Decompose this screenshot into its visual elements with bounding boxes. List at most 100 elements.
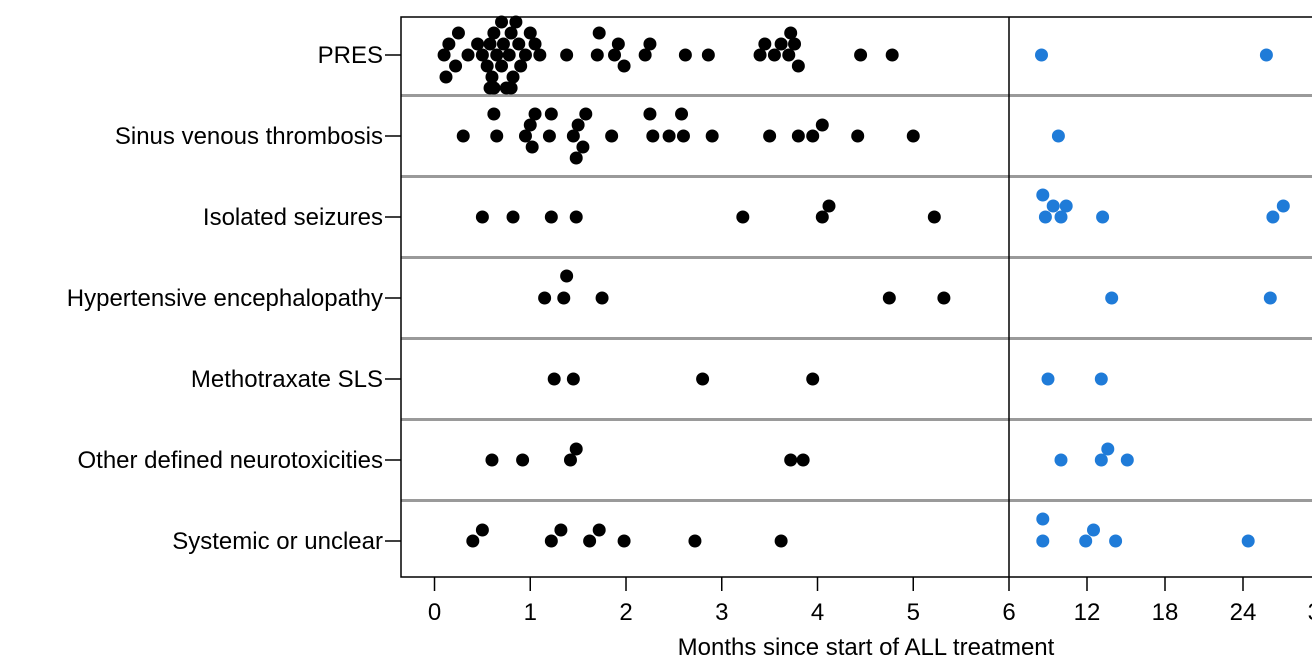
data-point — [1041, 372, 1055, 386]
data-point — [466, 534, 480, 548]
data-point — [643, 107, 657, 121]
data-point — [1263, 291, 1277, 305]
data-point — [504, 26, 518, 40]
data-point — [1094, 453, 1108, 467]
y-axis: PRES Sinus venous thrombosis Isolated seiz… — [67, 42, 401, 555]
data-point — [475, 523, 489, 537]
data-point — [736, 210, 750, 224]
data-point — [688, 534, 702, 548]
data-point — [571, 118, 585, 132]
data-point — [854, 48, 868, 62]
data-point — [646, 129, 660, 143]
data-point — [1109, 534, 1123, 548]
data-point — [1046, 199, 1060, 213]
data-point — [701, 48, 715, 62]
data-point — [1038, 210, 1052, 224]
data-point — [483, 37, 497, 51]
plot-frame — [400, 16, 1312, 578]
data-point — [509, 15, 523, 29]
x-axis-title: Months since start of ALL treatment — [678, 634, 1055, 657]
data-point — [487, 81, 501, 95]
data-point — [1059, 199, 1073, 213]
data-point — [851, 129, 865, 143]
data-point — [1079, 534, 1093, 548]
data-point — [528, 107, 542, 121]
data-point — [1241, 534, 1255, 548]
data-point — [583, 534, 597, 548]
data-point — [758, 37, 772, 51]
data-point — [542, 129, 556, 143]
data-point — [487, 107, 501, 121]
data-point — [516, 453, 530, 467]
data-point — [592, 523, 606, 537]
data-point — [1036, 512, 1050, 526]
data-point — [506, 70, 520, 84]
data-point — [538, 291, 552, 305]
data-point — [791, 59, 805, 73]
data-point — [451, 26, 465, 40]
data-point — [1054, 453, 1068, 467]
data-point — [815, 210, 829, 224]
data-point — [442, 37, 456, 51]
data-point — [1051, 129, 1065, 143]
data-point — [788, 37, 802, 51]
data-point — [490, 129, 504, 143]
data-point — [490, 48, 504, 62]
data-point — [518, 48, 532, 62]
y-tick-label: Other defined neurotoxicities — [77, 447, 383, 474]
data-point — [605, 129, 619, 143]
data-point — [506, 210, 520, 224]
data-point — [487, 26, 501, 40]
x-tick-label: 2 — [619, 599, 632, 626]
data-point — [560, 48, 574, 62]
data-point — [554, 523, 568, 537]
data-point — [662, 129, 676, 143]
data-point — [1101, 442, 1115, 456]
data-point — [678, 48, 692, 62]
data-point — [676, 129, 690, 143]
data-point — [560, 269, 574, 283]
data-point — [1094, 372, 1108, 386]
data-point — [592, 26, 606, 40]
data-point — [937, 291, 951, 305]
data-point — [544, 534, 558, 548]
data-point — [566, 372, 580, 386]
data-point — [885, 48, 899, 62]
data-point — [774, 37, 788, 51]
data-point — [523, 118, 537, 132]
data-point — [696, 372, 710, 386]
data-point — [518, 129, 532, 143]
x-tick-label: 12 — [1074, 599, 1101, 626]
data-point — [617, 59, 631, 73]
data-point — [514, 59, 528, 73]
x-axis: 012345612182430 — [428, 577, 1312, 626]
data-point — [456, 129, 470, 143]
x-tick-label: 5 — [907, 599, 920, 626]
data-point — [1266, 210, 1280, 224]
data-point — [806, 129, 820, 143]
data-point — [806, 372, 820, 386]
data-point — [791, 129, 805, 143]
data-point — [528, 37, 542, 51]
data-point — [782, 48, 796, 62]
data-point — [927, 210, 941, 224]
data-point — [495, 15, 509, 29]
data-point — [566, 129, 580, 143]
data-point — [576, 140, 590, 154]
data-point — [1096, 210, 1110, 224]
data-point — [480, 59, 494, 73]
data-point — [1120, 453, 1134, 467]
data-point — [504, 81, 518, 95]
data-point — [611, 37, 625, 51]
data-point — [544, 107, 558, 121]
data-point — [617, 534, 631, 548]
data-point — [1036, 188, 1050, 202]
data-point — [590, 48, 604, 62]
data-point — [784, 26, 798, 40]
data-point — [461, 48, 475, 62]
data-point — [595, 291, 609, 305]
x-tick-label: 4 — [811, 599, 824, 626]
data-point — [1054, 210, 1068, 224]
data-point — [525, 140, 539, 154]
